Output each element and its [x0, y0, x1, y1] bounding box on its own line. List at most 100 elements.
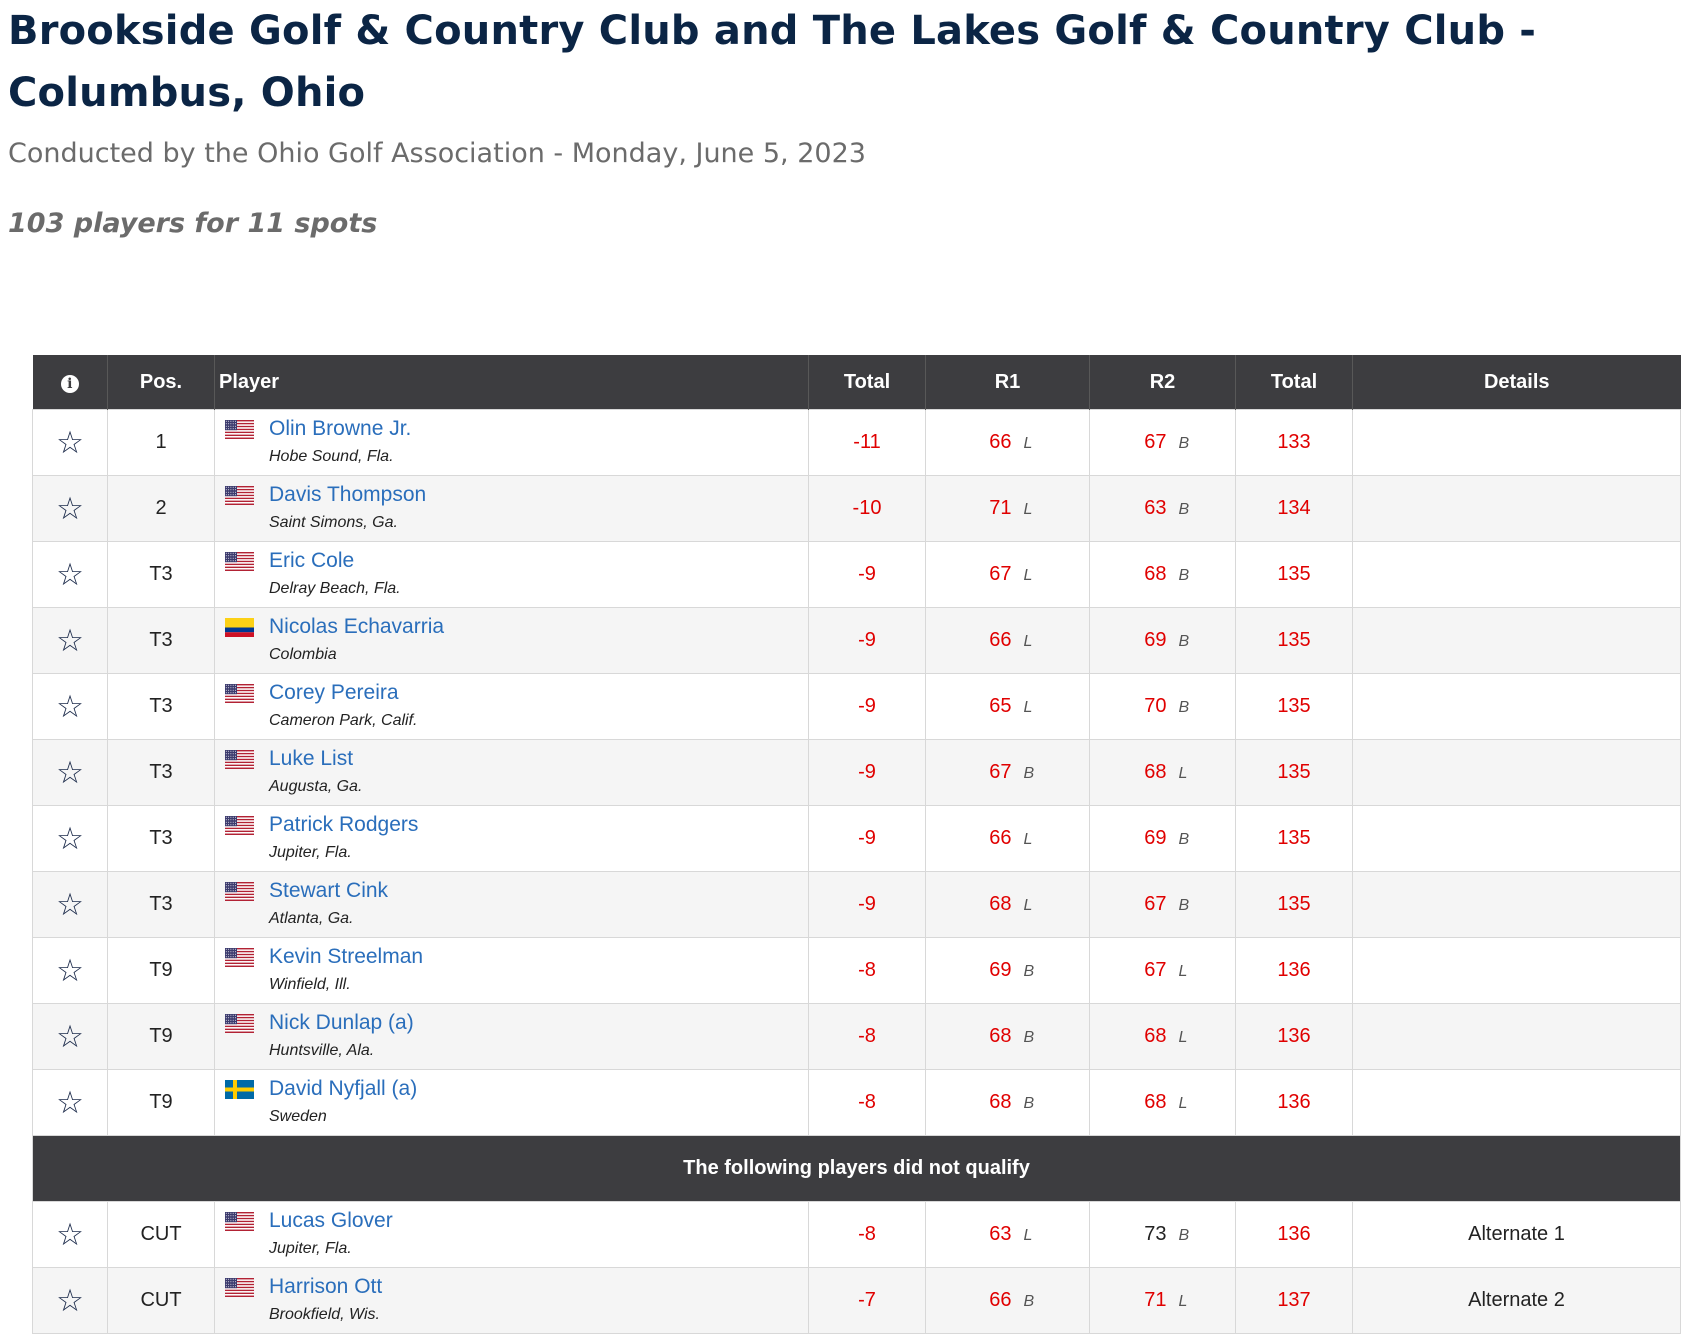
player-location: Brookfield, Wis. [269, 1306, 380, 1323]
favorite-cell: ☆ [32, 871, 108, 938]
position-cell: 1 [107, 409, 215, 476]
favorite-cell: ☆ [32, 673, 108, 740]
star-outline-icon[interactable]: ☆ [56, 688, 84, 724]
player-name-link[interactable]: Stewart Cink [269, 879, 389, 902]
r1-course: B [1023, 1029, 1035, 1046]
favorite-cell: ☆ [32, 541, 108, 608]
favorite-cell: ☆ [32, 1267, 108, 1334]
table-row: ☆ T3 Nicolas Echavarria Colombia -9 66 L 69 B 135 [32, 607, 1681, 674]
favorite-cell: ☆ [32, 607, 108, 674]
r2-cell: 67 B [1089, 871, 1236, 938]
details-cell [1352, 1069, 1681, 1136]
to-par-cell: -8 [808, 1069, 926, 1136]
star-outline-icon[interactable]: ☆ [56, 754, 84, 790]
r1-score: 67 [989, 761, 1012, 783]
star-outline-icon[interactable]: ☆ [56, 424, 84, 460]
player-name-link[interactable]: Patrick Rodgers [269, 813, 419, 836]
player-cell: Kevin Streelman Winfield, Ill. [214, 937, 809, 1004]
page-title: Brookside Golf & Country Club and The La… [8, 8, 1537, 116]
position-cell: 2 [107, 475, 215, 542]
to-par-cell: -9 [808, 739, 926, 806]
r2-score: 68 [1144, 1025, 1167, 1047]
star-outline-icon[interactable]: ☆ [56, 1216, 84, 1252]
r2-cell: 70 B [1089, 673, 1236, 740]
total-cell: 136 [1235, 1003, 1353, 1070]
us-flag-icon [225, 1014, 254, 1033]
r2-cell: 67 L [1089, 937, 1236, 1004]
player-cell: Patrick Rodgers Jupiter, Fla. [214, 805, 809, 872]
table-row: ☆ T9 Kevin Streelman Winfield, Ill. -8 69 B 67 L… [32, 937, 1681, 1004]
r1-course: L [1023, 897, 1033, 914]
player-cell: David Nyfjall (a) Sweden [214, 1069, 809, 1136]
player-location: Saint Simons, Ga. [269, 514, 398, 531]
total-cell: 135 [1235, 607, 1353, 674]
details-cell: Alternate 2 [1352, 1267, 1681, 1334]
r1-cell: 71 L [925, 475, 1090, 542]
r2-course: L [1178, 963, 1188, 980]
player-name-link[interactable]: Lucas Glover [269, 1209, 393, 1232]
r1-header: R1 [925, 355, 1090, 410]
player-name-link[interactable]: David Nyfjall (a) [269, 1077, 418, 1100]
r1-score: 66 [989, 827, 1012, 849]
player-location: Hobe Sound, Fla. [269, 448, 394, 465]
player-name-link[interactable]: Kevin Streelman [269, 945, 424, 968]
player-cell: Nicolas Echavarria Colombia [214, 607, 809, 674]
r1-score: 68 [989, 1025, 1012, 1047]
position-cell: CUT [107, 1267, 215, 1334]
info-header[interactable]: i [32, 355, 108, 410]
info-circle-icon[interactable]: i [60, 374, 79, 393]
player-name-link[interactable]: Luke List [269, 747, 354, 770]
r2-cell: 71 L [1089, 1267, 1236, 1334]
details-cell [1352, 1003, 1681, 1070]
r2-course: B [1178, 897, 1190, 914]
favorite-cell: ☆ [32, 1201, 108, 1268]
r2-header: R2 [1089, 355, 1236, 410]
r2-cell: 69 B [1089, 607, 1236, 674]
r1-course: B [1023, 1293, 1035, 1310]
favorite-cell: ☆ [32, 409, 108, 476]
star-outline-icon[interactable]: ☆ [56, 1282, 84, 1318]
star-outline-icon[interactable]: ☆ [56, 622, 84, 658]
star-outline-icon[interactable]: ☆ [56, 490, 84, 526]
player-name-link[interactable]: Nick Dunlap (a) [269, 1011, 414, 1034]
total-cell: 136 [1235, 937, 1353, 1004]
r1-cell: 68 B [925, 1069, 1090, 1136]
r1-course: B [1023, 765, 1035, 782]
r1-score: 66 [989, 629, 1012, 651]
table-header-row: i Pos. Player Total R1 R2 Total Details [32, 355, 1681, 410]
player-name-link[interactable]: Eric Cole [269, 549, 355, 572]
r2-course: L [1178, 1029, 1188, 1046]
r1-score: 66 [989, 431, 1012, 453]
player-name-link[interactable]: Corey Pereira [269, 681, 399, 704]
r2-cell: 68 L [1089, 1003, 1236, 1070]
r2-score: 70 [1144, 695, 1167, 717]
star-outline-icon[interactable]: ☆ [56, 820, 84, 856]
player-name-link[interactable]: Davis Thompson [269, 483, 427, 506]
total-cell: 135 [1235, 871, 1353, 938]
star-outline-icon[interactable]: ☆ [56, 1084, 84, 1120]
star-outline-icon[interactable]: ☆ [56, 886, 84, 922]
player-cell: Olin Browne Jr. Hobe Sound, Fla. [214, 409, 809, 476]
player-location: Colombia [269, 646, 337, 663]
star-outline-icon[interactable]: ☆ [56, 556, 84, 592]
star-outline-icon[interactable]: ☆ [56, 952, 84, 988]
position-cell: T3 [107, 871, 215, 938]
position-cell: T9 [107, 937, 215, 1004]
r2-cell: 68 L [1089, 739, 1236, 806]
star-outline-icon[interactable]: ☆ [56, 1018, 84, 1054]
favorite-cell: ☆ [32, 805, 108, 872]
r1-score: 65 [989, 695, 1012, 717]
to-par-cell: -9 [808, 805, 926, 872]
player-name-link[interactable]: Nicolas Echavarria [269, 615, 445, 638]
total-header: Total [1235, 355, 1353, 410]
us-flag-icon [225, 1278, 254, 1297]
r1-cell: 69 B [925, 937, 1090, 1004]
r2-cell: 73 B [1089, 1201, 1236, 1268]
player-name-link[interactable]: Harrison Ott [269, 1275, 383, 1298]
details-cell: Alternate 1 [1352, 1201, 1681, 1268]
player-cell: Luke List Augusta, Ga. [214, 739, 809, 806]
table-row: ☆ T3 Luke List Augusta, Ga. -9 67 B 68 L 135 [32, 739, 1681, 806]
r2-cell: 68 B [1089, 541, 1236, 608]
player-name-link[interactable]: Olin Browne Jr. [269, 417, 412, 440]
r1-score: 69 [989, 959, 1012, 981]
